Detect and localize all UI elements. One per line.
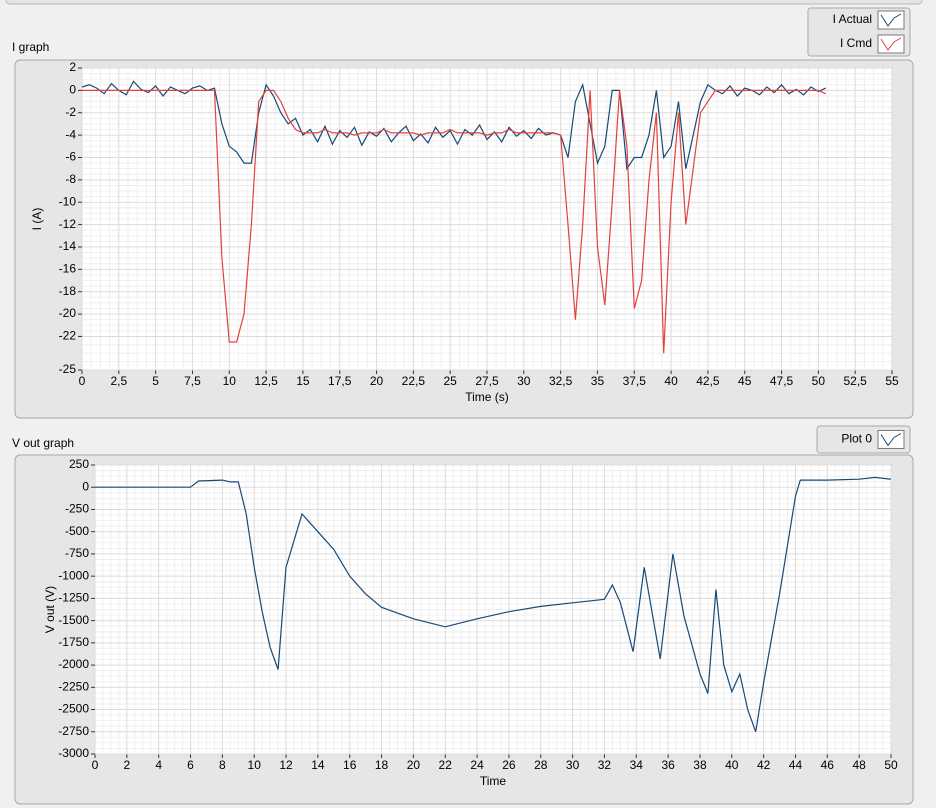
x-tick-label: 32 xyxy=(598,758,612,772)
x-tick-label: 32,5 xyxy=(549,374,573,388)
x-tick-label: 8 xyxy=(219,758,226,772)
x-tick-label: 48 xyxy=(852,758,866,772)
x-axis-label: Time xyxy=(480,774,507,788)
series-line xyxy=(82,89,826,354)
legend-swatch-box xyxy=(877,430,905,449)
x-tick-label: 2,5 xyxy=(110,374,127,388)
top-panel-edge xyxy=(5,0,923,5)
y-tick-label: 0 xyxy=(82,479,89,493)
y-tick-label: -2000 xyxy=(58,657,89,671)
legend-swatch-box xyxy=(877,34,905,54)
y-tick-label: -750 xyxy=(65,546,89,560)
x-tick-label: 7,5 xyxy=(184,374,201,388)
x-tick-label: 14 xyxy=(311,758,325,772)
x-tick-label: 27,5 xyxy=(475,374,499,388)
y-tick-label: -10 xyxy=(59,194,77,208)
x-tick-label: 24 xyxy=(470,758,484,772)
y-tick-label: -250 xyxy=(65,502,89,516)
y-tick-label: -500 xyxy=(65,524,89,538)
y-tick-label: -1000 xyxy=(58,568,89,582)
legend-swatch-box xyxy=(877,10,905,30)
x-tick-label: 47,5 xyxy=(770,374,794,388)
legend-label: I Actual xyxy=(833,12,872,26)
series-line xyxy=(95,476,892,733)
x-tick-label: 16 xyxy=(343,758,357,772)
x-tick-label: 10 xyxy=(248,758,262,772)
x-tick-label: 50 xyxy=(812,374,826,388)
y-axis-label: I (A) xyxy=(30,208,44,231)
x-tick-label: 22,5 xyxy=(402,374,426,388)
x-tick-label: 52,5 xyxy=(844,374,868,388)
y-tick-label: -2 xyxy=(65,105,76,119)
x-tick-label: 18 xyxy=(375,758,389,772)
x-tick-label: 5 xyxy=(152,374,159,388)
y-tick-label: -1750 xyxy=(58,635,89,649)
x-tick-label: 25 xyxy=(444,374,458,388)
x-tick-label: 20 xyxy=(370,374,384,388)
y-tick-label: 250 xyxy=(69,457,89,471)
x-tick-label: 17,5 xyxy=(328,374,352,388)
x-tick-label: 0 xyxy=(92,758,99,772)
x-tick-label: 44 xyxy=(789,758,803,772)
x-tick-label: 4 xyxy=(155,758,162,772)
legend-swatch xyxy=(880,433,902,447)
legend-swatch xyxy=(880,13,902,27)
x-tick-label: 42,5 xyxy=(696,374,720,388)
x-tick-label: 20 xyxy=(407,758,421,772)
y-tick-label: -3000 xyxy=(58,746,89,760)
x-tick-label: 46 xyxy=(821,758,835,772)
y-tick-label: -14 xyxy=(59,239,77,253)
x-tick-label: 42 xyxy=(757,758,771,772)
legend-swatch xyxy=(880,37,902,51)
x-tick-label: 28 xyxy=(534,758,548,772)
x-tick-label: 10 xyxy=(223,374,237,388)
y-tick-label: -20 xyxy=(59,306,77,320)
y-tick-label: -12 xyxy=(59,217,77,231)
legend-label: Plot 0 xyxy=(841,432,872,446)
x-tick-label: 12 xyxy=(279,758,293,772)
x-tick-label: 0 xyxy=(79,374,86,388)
x-tick-label: 22 xyxy=(439,758,453,772)
y-tick-label: -8 xyxy=(65,172,76,186)
y-tick-label: -18 xyxy=(59,284,77,298)
y-tick-label: -2250 xyxy=(58,679,89,693)
series-line xyxy=(81,80,826,171)
y-tick-label: 0 xyxy=(69,83,76,97)
x-tick-label: 12,5 xyxy=(254,374,278,388)
y-tick-label: -25 xyxy=(59,362,77,376)
x-tick-label: 37,5 xyxy=(623,374,647,388)
y-tick-label: -16 xyxy=(59,262,77,276)
y-axis-label: V out (V) xyxy=(43,586,57,633)
x-tick-label: 36 xyxy=(661,758,675,772)
x-tick-label: 50 xyxy=(884,758,898,772)
legend-label: I Cmd xyxy=(840,36,872,50)
y-tick-label: 2 xyxy=(69,60,76,74)
y-tick-label: -1500 xyxy=(58,613,89,627)
x-tick-label: 30 xyxy=(517,374,531,388)
y-tick-label: -6 xyxy=(65,150,76,164)
x-tick-label: 6 xyxy=(187,758,194,772)
x-tick-label: 55 xyxy=(885,374,899,388)
x-tick-label: 40 xyxy=(664,374,678,388)
y-tick-label: -22 xyxy=(59,329,77,343)
x-tick-label: 30 xyxy=(566,758,580,772)
y-tick-label: -4 xyxy=(65,127,76,141)
x-tick-label: 26 xyxy=(502,758,516,772)
x-tick-label: 15 xyxy=(296,374,310,388)
x-tick-label: 35 xyxy=(591,374,605,388)
x-tick-label: 38 xyxy=(693,758,707,772)
x-tick-label: 2 xyxy=(123,758,130,772)
x-tick-label: 34 xyxy=(630,758,644,772)
x-tick-label: 45 xyxy=(738,374,752,388)
x-tick-label: 40 xyxy=(725,758,739,772)
y-tick-label: -2500 xyxy=(58,702,89,716)
x-axis-label: Time (s) xyxy=(465,390,509,404)
y-tick-label: -2750 xyxy=(58,724,89,738)
graph-title: I graph xyxy=(12,40,49,54)
y-tick-label: -1250 xyxy=(58,591,89,605)
graph-title: V out graph xyxy=(12,436,74,450)
